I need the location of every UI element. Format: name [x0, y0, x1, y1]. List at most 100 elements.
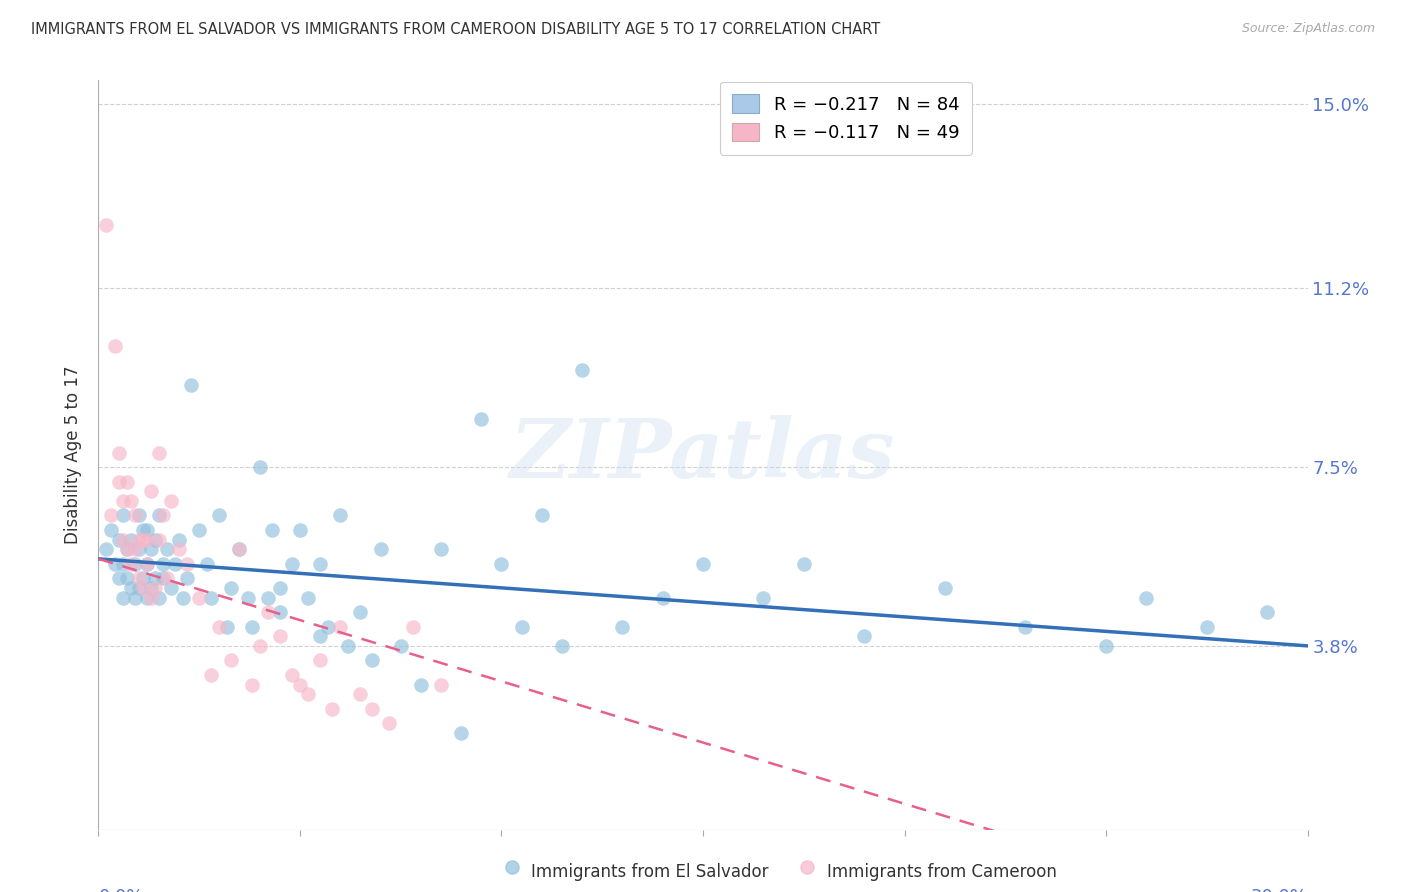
- Point: [349, 687, 371, 701]
- Point: [853, 629, 876, 643]
- Text: 0.0%: 0.0%: [98, 888, 143, 892]
- Point: [217, 619, 239, 633]
- Point: [329, 508, 352, 523]
- Point: [934, 581, 956, 595]
- Point: [128, 571, 150, 585]
- Point: [115, 571, 138, 585]
- Point: [111, 508, 134, 523]
- Point: [256, 605, 278, 619]
- Point: [152, 557, 174, 571]
- Point: [450, 726, 472, 740]
- Point: [124, 508, 146, 523]
- Point: [124, 542, 146, 557]
- Point: [240, 619, 263, 633]
- Point: [377, 716, 399, 731]
- Point: [309, 653, 332, 667]
- Point: [128, 533, 150, 547]
- Point: [135, 557, 157, 571]
- Point: [510, 619, 533, 633]
- Point: [281, 668, 304, 682]
- Legend: R = −0.217   N = 84, R = −0.117   N = 49: R = −0.217 N = 84, R = −0.117 N = 49: [720, 82, 972, 155]
- Y-axis label: Disability Age 5 to 17: Disability Age 5 to 17: [65, 366, 83, 544]
- Point: [389, 639, 412, 653]
- Point: [288, 523, 311, 537]
- Point: [148, 508, 170, 523]
- Point: [152, 508, 174, 523]
- Point: [288, 677, 311, 691]
- Point: [249, 639, 271, 653]
- Point: [1195, 619, 1218, 633]
- Point: [269, 629, 291, 643]
- Point: [115, 542, 138, 557]
- Point: [115, 542, 138, 557]
- Point: [100, 523, 122, 537]
- Point: [111, 493, 134, 508]
- Point: [269, 605, 291, 619]
- Text: Immigrants from El Salvador: Immigrants from El Salvador: [531, 863, 769, 881]
- Point: [148, 445, 170, 459]
- Point: [128, 581, 150, 595]
- Point: [176, 571, 198, 585]
- Point: [148, 533, 170, 547]
- Point: [96, 219, 118, 233]
- Point: [163, 557, 186, 571]
- Point: [128, 542, 150, 557]
- Point: [793, 557, 815, 571]
- Point: [361, 653, 384, 667]
- Point: [361, 702, 384, 716]
- Text: IMMIGRANTS FROM EL SALVADOR VS IMMIGRANTS FROM CAMEROON DISABILITY AGE 5 TO 17 C: IMMIGRANTS FROM EL SALVADOR VS IMMIGRANT…: [31, 22, 880, 37]
- Text: ZIPatlas: ZIPatlas: [510, 415, 896, 495]
- Point: [124, 591, 146, 605]
- Point: [132, 523, 155, 537]
- Point: [107, 445, 129, 459]
- Point: [430, 677, 453, 691]
- Point: [612, 619, 634, 633]
- Point: [107, 571, 129, 585]
- Point: [167, 542, 190, 557]
- Point: [111, 557, 134, 571]
- Point: [156, 542, 179, 557]
- Point: [120, 557, 142, 571]
- Point: [176, 557, 198, 571]
- Point: [139, 581, 162, 595]
- Point: [316, 619, 339, 633]
- Point: [107, 475, 129, 489]
- Point: [172, 591, 194, 605]
- Point: [530, 508, 553, 523]
- Point: [139, 542, 162, 557]
- Point: [167, 533, 190, 547]
- Point: [228, 542, 250, 557]
- Point: [228, 542, 250, 557]
- Point: [103, 557, 125, 571]
- Point: [160, 581, 183, 595]
- Point: [260, 523, 283, 537]
- Point: [111, 591, 134, 605]
- Point: [281, 557, 304, 571]
- Point: [103, 339, 125, 353]
- Point: [256, 591, 278, 605]
- Point: [501, 860, 523, 874]
- Text: 30.0%: 30.0%: [1251, 888, 1308, 892]
- Point: [297, 591, 319, 605]
- Point: [221, 653, 243, 667]
- Point: [337, 639, 360, 653]
- Point: [200, 668, 222, 682]
- Point: [143, 571, 166, 585]
- Point: [143, 581, 166, 595]
- Point: [188, 523, 211, 537]
- Point: [96, 542, 118, 557]
- Point: [370, 542, 392, 557]
- Point: [1095, 639, 1118, 653]
- Point: [349, 605, 371, 619]
- Point: [329, 619, 352, 633]
- Point: [120, 581, 142, 595]
- Point: [1135, 591, 1157, 605]
- Point: [128, 508, 150, 523]
- Point: [796, 860, 818, 874]
- Point: [651, 591, 673, 605]
- Point: [402, 619, 425, 633]
- Point: [309, 629, 332, 643]
- Point: [240, 677, 263, 691]
- Point: [269, 581, 291, 595]
- Point: [139, 591, 162, 605]
